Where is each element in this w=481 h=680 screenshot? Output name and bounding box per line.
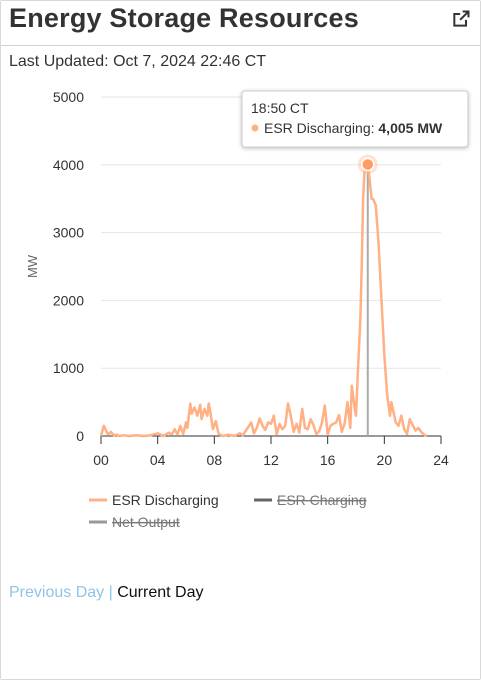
tooltip-time: 18:50 CT — [251, 100, 309, 116]
legend-item-esr-discharging[interactable]: ESR Discharging — [89, 492, 219, 508]
card-header: Energy Storage Resources — [1, 1, 480, 46]
nav-separator: | — [108, 584, 113, 601]
x-tick-label: 16 — [320, 452, 336, 468]
tooltip-value: 4,005 MW — [378, 120, 443, 136]
legend-item-esr-charging[interactable]: ESR Charging — [254, 492, 367, 508]
y-tick-label: 2000 — [53, 292, 84, 308]
previous-day-link[interactable]: Previous Day — [9, 584, 105, 601]
y-tick-label: 1000 — [53, 360, 84, 376]
x-tick-label: 08 — [207, 452, 223, 468]
y-tick-label: 5000 — [53, 89, 84, 105]
y-tick-label: 4000 — [53, 157, 84, 173]
y-tick-label: 3000 — [53, 225, 84, 241]
day-navigation: Previous Day | Current Day — [9, 584, 203, 602]
x-tick-label: 04 — [150, 452, 166, 468]
last-updated-text: Last Updated: Oct 7, 2024 22:46 CT — [9, 53, 267, 70]
hover-point — [361, 157, 375, 172]
tooltip-box — [241, 90, 469, 148]
legend-label: ESR Discharging — [112, 492, 219, 508]
legend-label: Net Output — [112, 514, 180, 530]
tooltip-dot — [251, 124, 259, 132]
legend-label: ESR Charging — [277, 492, 367, 508]
x-tick-label: 12 — [263, 452, 279, 468]
page-title: Energy Storage Resources — [9, 3, 359, 33]
esr-line-chart: 0 1000 2000 3000 4000 5000 00 04 08 12 16 20 24 MW 18:… — [25, 89, 469, 530]
x-tick-label: 24 — [433, 452, 449, 468]
tooltip-label: ESR Discharging: 4,005 MW — [264, 120, 443, 136]
external-link-icon[interactable] — [451, 9, 471, 29]
x-tick-label: 00 — [93, 452, 109, 468]
current-day-link[interactable]: Current Day — [117, 584, 204, 601]
x-tick-label: 20 — [377, 452, 393, 468]
tooltip: 18:50 CT ESR Discharging: 4,005 MW — [241, 90, 469, 148]
y-tick-label: 0 — [76, 428, 84, 444]
y-axis-label: MW — [25, 254, 40, 278]
legend-item-net-output[interactable]: Net Output — [89, 514, 180, 530]
esr-discharging-line — [99, 163, 428, 438]
